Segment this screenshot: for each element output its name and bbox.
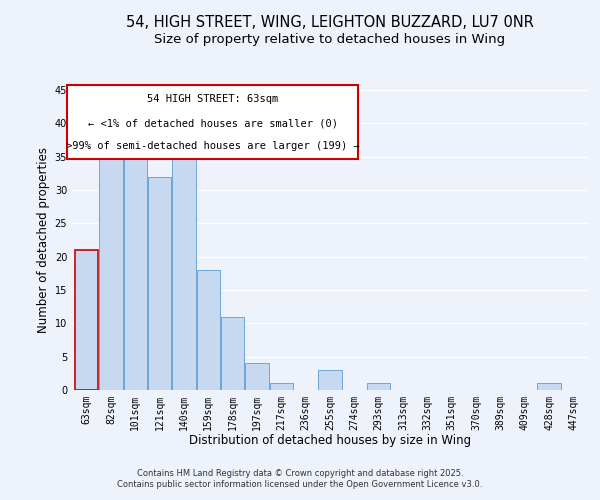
Bar: [172, 144, 196, 390]
Text: 54 HIGH STREET: 63sqm: 54 HIGH STREET: 63sqm: [147, 94, 278, 104]
Bar: [538, 384, 560, 390]
Bar: [148, 176, 171, 390]
Text: Contains public sector information licensed under the Open Government Licence v3: Contains public sector information licen…: [118, 480, 482, 489]
Bar: [270, 384, 293, 390]
Bar: [221, 316, 244, 390]
FancyBboxPatch shape: [67, 86, 358, 159]
Text: Contains HM Land Registry data © Crown copyright and database right 2025.: Contains HM Land Registry data © Crown c…: [137, 468, 463, 477]
Bar: [124, 156, 147, 390]
Text: ← <1% of detached houses are smaller (0): ← <1% of detached houses are smaller (0): [88, 119, 338, 129]
X-axis label: Distribution of detached houses by size in Wing: Distribution of detached houses by size …: [189, 434, 471, 448]
Bar: [75, 250, 98, 390]
Bar: [100, 150, 122, 390]
Text: Size of property relative to detached houses in Wing: Size of property relative to detached ho…: [154, 32, 506, 46]
Bar: [319, 370, 341, 390]
Bar: [367, 384, 390, 390]
Y-axis label: Number of detached properties: Number of detached properties: [37, 147, 50, 333]
Text: 54, HIGH STREET, WING, LEIGHTON BUZZARD, LU7 0NR: 54, HIGH STREET, WING, LEIGHTON BUZZARD,…: [126, 15, 534, 30]
Bar: [197, 270, 220, 390]
Text: >99% of semi-detached houses are larger (199) →: >99% of semi-detached houses are larger …: [66, 141, 359, 151]
Bar: [245, 364, 269, 390]
